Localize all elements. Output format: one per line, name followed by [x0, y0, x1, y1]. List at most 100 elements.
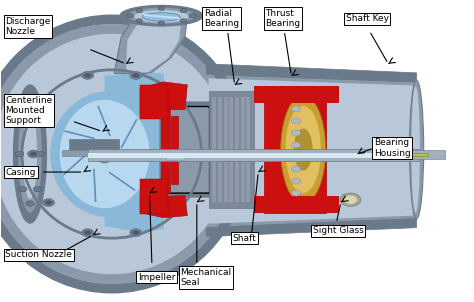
- Circle shape: [187, 152, 193, 156]
- Text: Casing: Casing: [5, 168, 36, 177]
- Ellipse shape: [50, 91, 168, 217]
- Bar: [62, 150, 126, 156]
- Circle shape: [292, 190, 301, 196]
- Bar: [161, 106, 170, 193]
- Polygon shape: [206, 64, 417, 82]
- Circle shape: [133, 230, 139, 235]
- Bar: [241, 97, 245, 202]
- Circle shape: [33, 186, 42, 192]
- Circle shape: [42, 101, 55, 109]
- Circle shape: [158, 6, 164, 11]
- Circle shape: [292, 106, 301, 112]
- Circle shape: [169, 199, 181, 207]
- Ellipse shape: [24, 74, 199, 234]
- Circle shape: [82, 229, 94, 236]
- Ellipse shape: [96, 145, 114, 163]
- Circle shape: [292, 142, 301, 148]
- Bar: [209, 91, 254, 208]
- Ellipse shape: [0, 14, 249, 294]
- Ellipse shape: [23, 109, 37, 199]
- Bar: [88, 149, 419, 161]
- Circle shape: [18, 186, 27, 192]
- Bar: [235, 97, 239, 202]
- Circle shape: [15, 151, 24, 157]
- Bar: [140, 85, 168, 119]
- Polygon shape: [114, 11, 187, 73]
- Circle shape: [136, 8, 143, 13]
- Circle shape: [30, 152, 37, 156]
- Circle shape: [84, 230, 91, 235]
- Circle shape: [292, 130, 301, 136]
- Ellipse shape: [0, 34, 230, 274]
- Circle shape: [133, 73, 139, 78]
- Ellipse shape: [18, 95, 42, 213]
- Text: Shaft Key: Shaft Key: [346, 14, 389, 23]
- Circle shape: [184, 150, 196, 158]
- Bar: [407, 153, 428, 156]
- Bar: [246, 97, 250, 202]
- Text: Mechanical
Seal: Mechanical Seal: [180, 268, 231, 287]
- Circle shape: [180, 8, 187, 13]
- Bar: [88, 153, 419, 158]
- Bar: [229, 97, 233, 202]
- Circle shape: [292, 178, 301, 184]
- Circle shape: [82, 72, 94, 79]
- Polygon shape: [206, 74, 417, 228]
- Text: Bearing
Housing: Bearing Housing: [374, 138, 411, 158]
- Circle shape: [42, 199, 55, 207]
- Bar: [224, 97, 228, 202]
- Ellipse shape: [60, 100, 150, 208]
- Bar: [402, 150, 445, 159]
- Circle shape: [130, 229, 142, 236]
- Circle shape: [84, 73, 91, 78]
- Ellipse shape: [13, 85, 46, 223]
- Circle shape: [26, 102, 34, 107]
- FancyBboxPatch shape: [164, 107, 210, 193]
- Circle shape: [136, 19, 143, 23]
- Polygon shape: [126, 16, 181, 73]
- Polygon shape: [140, 193, 187, 218]
- Ellipse shape: [410, 80, 424, 219]
- Ellipse shape: [411, 86, 420, 213]
- Text: Centerline
Mounted
Support: Centerline Mounted Support: [5, 95, 53, 125]
- Circle shape: [292, 118, 301, 124]
- Circle shape: [340, 193, 361, 206]
- Circle shape: [180, 19, 187, 23]
- Circle shape: [130, 72, 142, 79]
- Text: Impeller: Impeller: [138, 273, 175, 282]
- Circle shape: [292, 154, 301, 160]
- Circle shape: [169, 101, 181, 109]
- Circle shape: [33, 116, 42, 122]
- FancyBboxPatch shape: [160, 102, 215, 197]
- Polygon shape: [105, 73, 164, 232]
- Ellipse shape: [285, 106, 321, 193]
- Ellipse shape: [120, 5, 203, 26]
- Circle shape: [172, 201, 178, 205]
- Circle shape: [172, 103, 178, 108]
- Text: Sight Glass: Sight Glass: [313, 226, 364, 235]
- Ellipse shape: [0, 24, 239, 284]
- Ellipse shape: [40, 86, 184, 222]
- Circle shape: [158, 21, 164, 25]
- Bar: [166, 156, 185, 160]
- Bar: [254, 86, 338, 103]
- Bar: [171, 116, 178, 184]
- Text: Radial
Bearing: Radial Bearing: [204, 9, 239, 28]
- Circle shape: [27, 150, 40, 158]
- Circle shape: [189, 14, 196, 18]
- Circle shape: [45, 201, 52, 205]
- Ellipse shape: [127, 8, 196, 24]
- Ellipse shape: [281, 95, 326, 204]
- Polygon shape: [209, 78, 413, 224]
- Bar: [254, 196, 338, 213]
- Text: Discharge
Nozzle: Discharge Nozzle: [5, 17, 51, 36]
- Bar: [69, 139, 119, 155]
- Circle shape: [45, 103, 52, 108]
- Text: Thrust
Bearing: Thrust Bearing: [265, 9, 301, 28]
- Circle shape: [127, 14, 134, 18]
- Bar: [140, 179, 168, 214]
- Ellipse shape: [61, 103, 146, 205]
- Ellipse shape: [143, 13, 180, 21]
- Circle shape: [36, 151, 45, 157]
- Ellipse shape: [50, 92, 164, 216]
